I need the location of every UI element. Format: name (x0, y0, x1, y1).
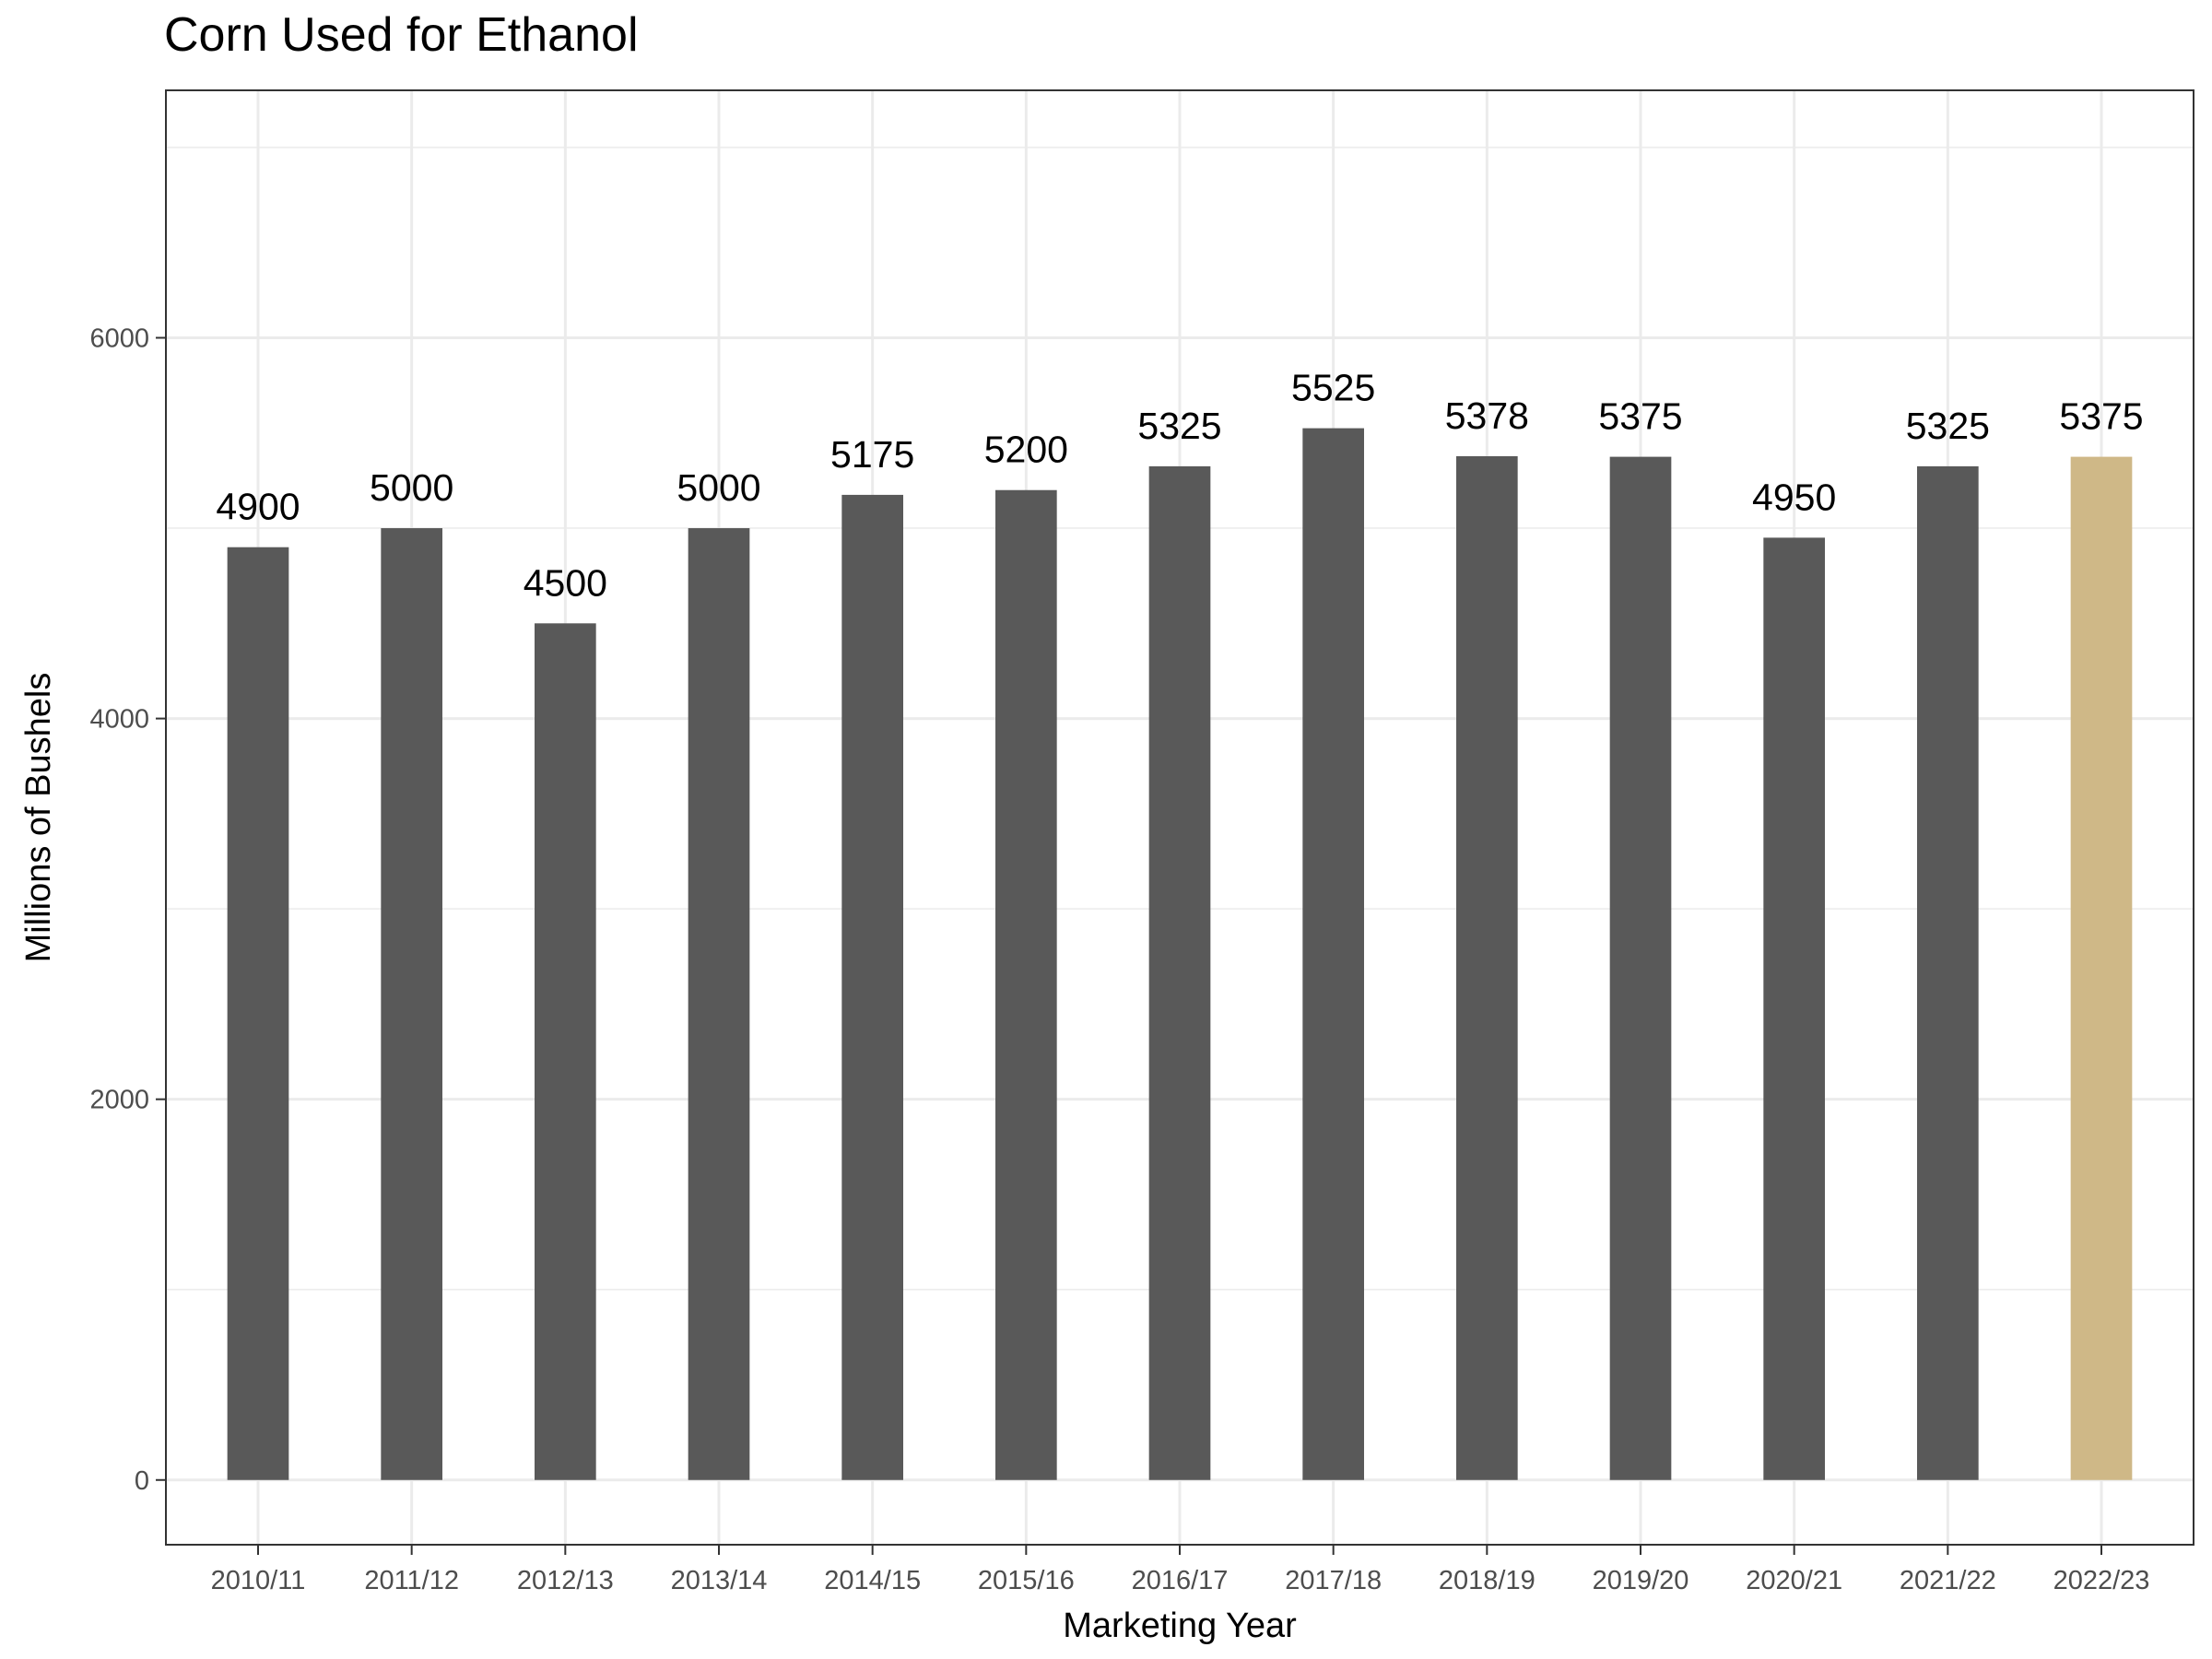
bar-2011-12 (381, 528, 442, 1480)
x-tick-label: 2016/17 (1132, 1566, 1229, 1595)
x-tick-label: 2021/22 (1900, 1566, 1996, 1595)
x-axis-title: Marketing Year (1063, 1606, 1297, 1645)
bar-2014-15 (841, 494, 903, 1480)
bar-2013-14 (688, 528, 750, 1480)
axes: 0 2000 4000 6000 2010/11 2011/12 2012/13 2013/1… (89, 324, 2149, 1595)
x-tick-label: 2018/19 (1439, 1566, 1535, 1595)
data-label: 5200 (984, 429, 1068, 471)
data-label: 5325 (1137, 405, 1221, 447)
data-label: 5000 (370, 466, 453, 509)
bar-2018-19 (1456, 455, 1518, 1480)
bar-2022-23 (2070, 456, 2133, 1480)
y-tick-label: 2000 (89, 1086, 149, 1115)
x-tick-label: 2014/15 (824, 1566, 921, 1595)
y-tick-label: 4000 (89, 705, 149, 735)
bar-2015-16 (995, 489, 1057, 1480)
bars (227, 428, 2133, 1480)
x-tick-label: 2017/18 (1285, 1566, 1382, 1595)
data-label: 5375 (2059, 395, 2143, 438)
data-label: 5525 (1291, 367, 1375, 409)
y-tick-label: 0 (135, 1466, 149, 1496)
x-tick-label: 2012/13 (517, 1566, 614, 1595)
bar-2010-11 (227, 547, 289, 1480)
bar-2021-22 (1917, 465, 1979, 1480)
data-labels: 4900 5000 4500 5000 5175 5200 5325 5525 5378 5375… (216, 367, 2143, 605)
data-label: 5378 (1445, 394, 1529, 437)
bar-2020-21 (1763, 537, 1825, 1480)
x-tick-label: 2022/23 (2053, 1566, 2150, 1595)
data-label: 5375 (1598, 395, 1682, 438)
y-axis-title: Millions of Bushels (19, 673, 58, 963)
data-label: 4950 (1752, 476, 1836, 518)
x-tick-label: 2011/12 (364, 1566, 459, 1595)
data-label: 5000 (677, 466, 760, 509)
bar-2019-20 (1609, 456, 1672, 1480)
x-tick-label: 2019/20 (1593, 1566, 1689, 1595)
y-tick-label: 6000 (89, 324, 149, 354)
x-tick-label: 2020/21 (1746, 1566, 1842, 1595)
x-tick-label: 2015/16 (978, 1566, 1075, 1595)
bar-2017-18 (1302, 428, 1364, 1480)
chart-title: Corn Used for Ethanol (164, 8, 639, 62)
bar-2016-17 (1148, 465, 1211, 1480)
x-tick-label: 2013/14 (671, 1566, 768, 1595)
data-label: 4900 (216, 486, 300, 528)
x-tick-label: 2010/11 (211, 1566, 306, 1595)
data-label: 4500 (524, 561, 607, 604)
bar-2012-13 (535, 623, 596, 1480)
data-label: 5325 (1906, 405, 1990, 447)
data-label: 5175 (830, 433, 914, 476)
